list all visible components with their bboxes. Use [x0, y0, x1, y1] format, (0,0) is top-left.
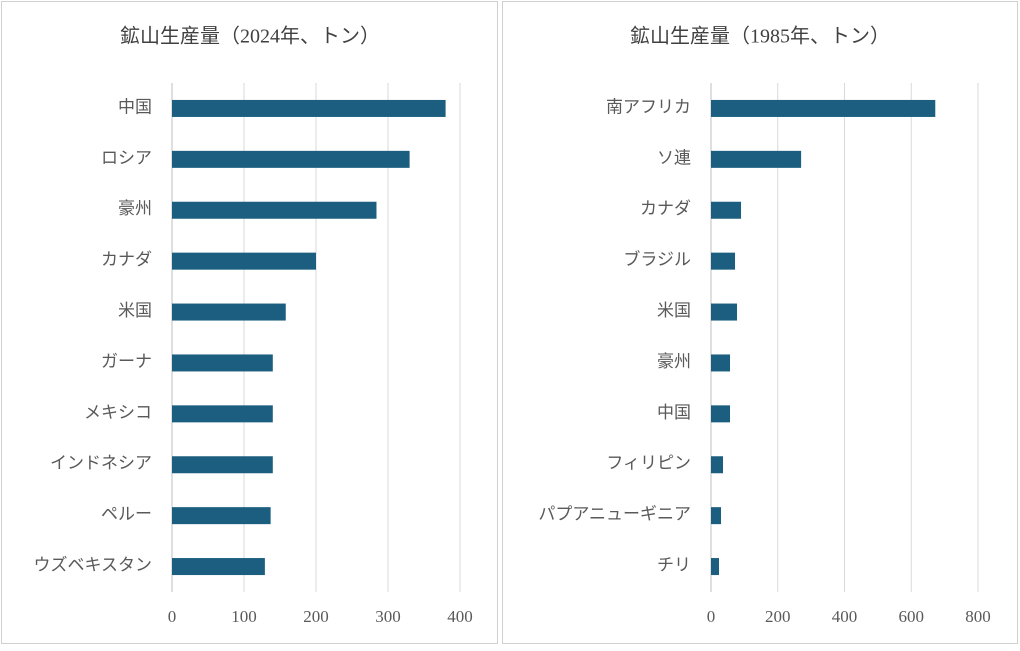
x-tick-label: 200 — [303, 607, 329, 626]
bar — [172, 507, 271, 525]
x-tick-label: 400 — [832, 607, 858, 626]
y-tick-label: 南アフリカ — [606, 97, 691, 116]
bar — [711, 303, 738, 321]
panel-frame — [1, 1, 498, 644]
bar — [172, 150, 410, 168]
bar — [711, 99, 936, 117]
bar — [711, 558, 720, 576]
x-tick-label: 0 — [168, 607, 177, 626]
y-tick-label: チリ — [657, 555, 691, 574]
y-tick-label: ペルー — [101, 505, 152, 524]
bar — [711, 507, 722, 525]
y-tick-label: カナダ — [640, 199, 691, 218]
bar — [172, 99, 446, 117]
chart-title: 鉱山生産量（1985年、トン） — [630, 25, 890, 48]
y-tick-label: 米国 — [657, 301, 691, 320]
y-tick-label: 豪州 — [118, 198, 152, 218]
y-tick-label: フィリピン — [606, 454, 691, 473]
bar — [711, 456, 724, 474]
x-tick-label: 100 — [231, 607, 257, 626]
bar — [172, 201, 377, 219]
y-tick-label: カナダ — [101, 250, 152, 269]
y-tick-label: 米国 — [118, 301, 152, 320]
y-tick-label: パプアニューギニア — [538, 505, 691, 524]
bar — [172, 558, 265, 576]
y-tick-label: 中国 — [657, 403, 691, 422]
bar — [172, 354, 273, 372]
bar — [172, 252, 316, 270]
x-tick-label: 400 — [447, 607, 473, 626]
bar — [711, 201, 742, 219]
y-tick-label: ガーナ — [101, 352, 152, 371]
bar — [711, 405, 731, 423]
x-tick-label: 0 — [707, 607, 716, 626]
y-tick-label: ロシア — [101, 148, 152, 167]
y-tick-label: メキシコ — [84, 403, 152, 422]
x-tick-label: 300 — [375, 607, 401, 626]
bar — [711, 252, 736, 270]
bar — [172, 303, 286, 321]
x-tick-label: 600 — [899, 607, 925, 626]
x-tick-label: 800 — [965, 607, 991, 626]
bar — [172, 405, 273, 423]
bar — [711, 354, 731, 372]
y-tick-label: インドネシア — [50, 454, 152, 473]
bar — [172, 456, 273, 474]
y-tick-label: 豪州 — [657, 351, 691, 371]
bar — [711, 150, 802, 168]
y-tick-label: ソ連 — [657, 148, 691, 167]
panel-frame — [502, 1, 1018, 644]
chart-title: 鉱山生産量（2024年、トン） — [120, 25, 380, 48]
x-tick-label: 200 — [765, 607, 791, 626]
y-tick-label: 中国 — [118, 97, 152, 116]
y-tick-label: ウズベキスタン — [34, 555, 153, 574]
y-tick-label: ブラジル — [623, 249, 691, 269]
